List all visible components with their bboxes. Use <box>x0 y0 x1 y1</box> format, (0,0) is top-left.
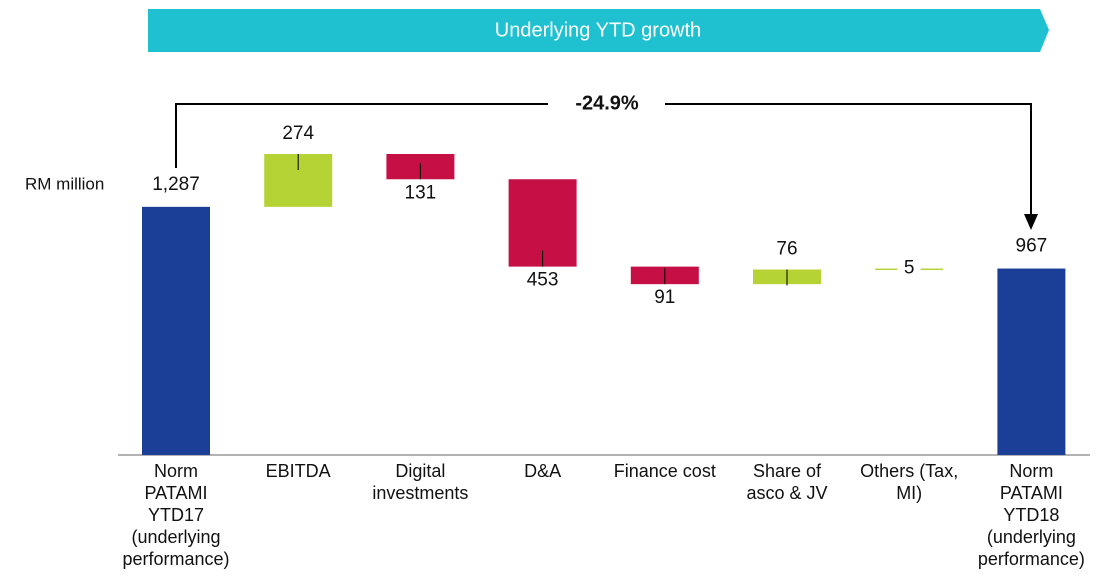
bracket <box>175 103 548 168</box>
x-tick-label: Norm PATAMI YTD17 (underlying performanc… <box>122 461 230 569</box>
value-label: 5 <box>904 258 915 279</box>
bar <box>997 268 1066 455</box>
x-tick-label: Finance cost <box>613 461 716 481</box>
value-label: 1,287 <box>152 174 200 195</box>
growth-annotation: -24.9% <box>575 92 639 114</box>
value-label: 967 <box>1016 236 1048 257</box>
x-tick-label: EBITDA <box>265 461 331 481</box>
bracket <box>665 103 1032 218</box>
bar <box>875 268 944 271</box>
title-banner <box>148 9 1049 52</box>
y-label: RM million <box>25 174 104 193</box>
chart-title: Underlying YTD growth <box>495 19 701 41</box>
arrow-head <box>1024 214 1038 230</box>
x-tick-label: Digital investments <box>372 461 469 503</box>
value-label: 76 <box>776 239 797 260</box>
value-label: 91 <box>654 287 675 308</box>
value-label: 274 <box>282 123 314 144</box>
bar <box>142 206 210 455</box>
value-label: 453 <box>527 270 559 291</box>
x-tick-label: Others (Tax, MI) <box>860 461 959 503</box>
x-tick-label: Share of asco & JV <box>746 461 828 503</box>
value-label: 131 <box>405 182 437 203</box>
x-tick-label: Norm PATAMI YTD18 (underlying performanc… <box>977 461 1085 569</box>
x-tick-label: D&A <box>524 461 562 481</box>
